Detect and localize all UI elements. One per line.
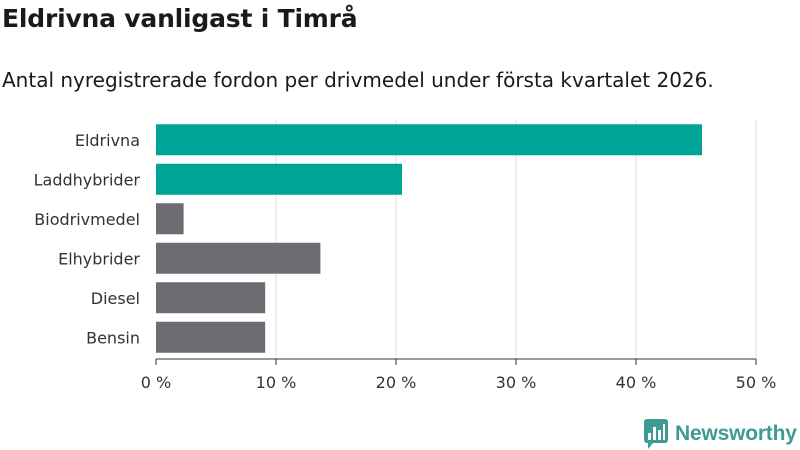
bar (156, 282, 266, 314)
bars (156, 124, 702, 353)
x-tick-label: 40 % (616, 373, 657, 392)
x-axis: 0 % 10 % 20 % 30 % 40 % 50 % (141, 358, 777, 392)
x-tick-label: 20 % (376, 373, 417, 392)
bar-chart: Eldrivna Laddhybrider Biodrivmedel Elhybrid… (34, 120, 777, 392)
category-label: Bensin (86, 328, 140, 347)
x-tick-label: 50 % (736, 373, 777, 392)
x-tick-label: 30 % (496, 373, 537, 392)
category-label: Diesel (91, 289, 140, 308)
category-labels: Eldrivna Laddhybrider Biodrivmedel Elhybrid… (34, 131, 141, 348)
grid-lines (275, 120, 757, 359)
chart-title: Eldrivna vanligast i Timrå (2, 4, 358, 33)
bar (156, 203, 184, 235)
bar (156, 321, 266, 353)
newsworthy-logo-icon (644, 419, 668, 449)
bar (156, 242, 321, 274)
chart-subtitle: Antal nyregistrerade fordon per drivmede… (2, 68, 714, 92)
x-tick-label: 0 % (141, 373, 171, 392)
newsworthy-logo: Newsworthy (644, 419, 797, 449)
category-label: Eldrivna (75, 131, 140, 150)
category-label: Laddhybrider (34, 170, 141, 189)
newsworthy-logo-text: Newsworthy (675, 422, 797, 445)
category-label: Elhybrider (58, 249, 140, 268)
bar (156, 124, 702, 156)
x-tick-label: 10 % (256, 373, 297, 392)
bar (156, 163, 402, 195)
category-label: Biodrivmedel (34, 210, 140, 229)
